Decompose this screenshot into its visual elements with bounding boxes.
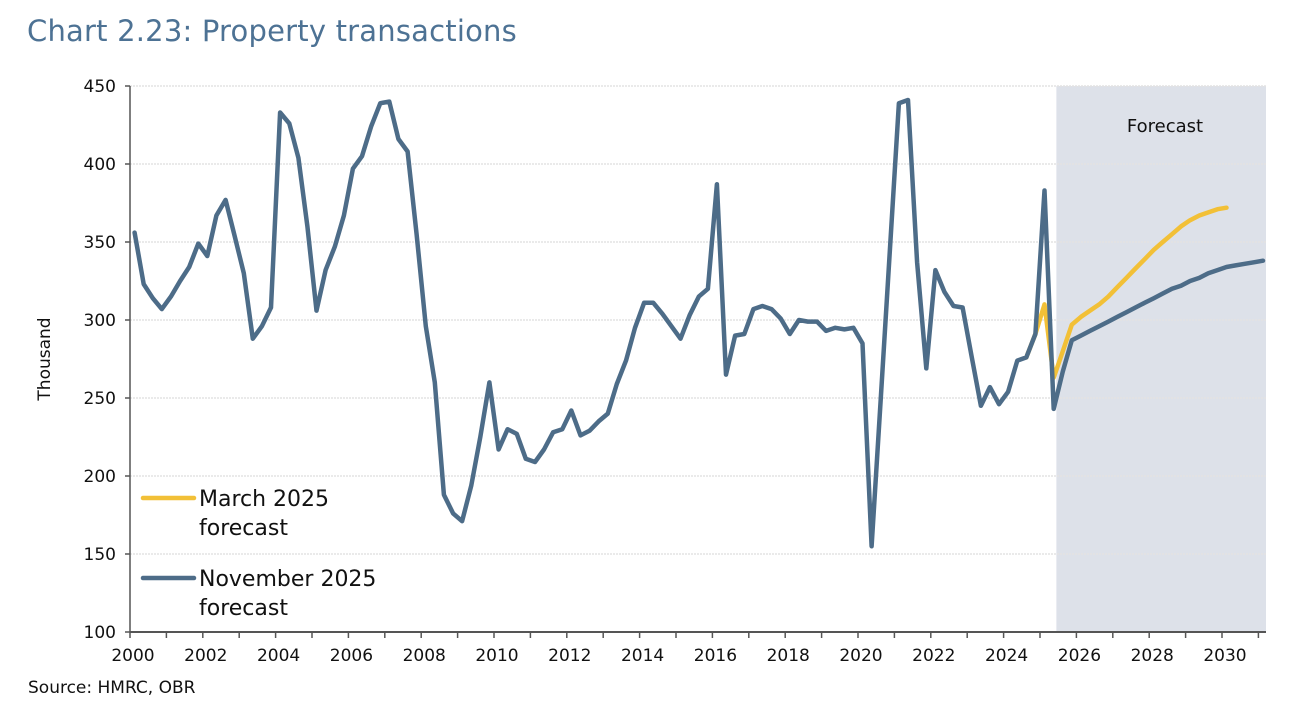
x-tick-label: 2006 <box>330 646 373 666</box>
x-tick-label: 2030 <box>1203 646 1246 666</box>
x-tick-label: 2000 <box>111 646 154 666</box>
forecast-shaded-region <box>1056 86 1266 632</box>
legend-label: November 2025 <box>199 567 376 592</box>
y-tick-label: 400 <box>84 155 116 175</box>
legend-label: forecast <box>199 516 288 541</box>
y-tick-label: 300 <box>84 311 116 331</box>
x-tick-label: 2010 <box>475 646 518 666</box>
source-note: Source: HMRC, OBR <box>28 678 196 698</box>
y-tick-label: 150 <box>84 545 116 565</box>
x-tick-label: 2026 <box>1058 646 1101 666</box>
x-tick-label: 2020 <box>839 646 882 666</box>
legend-label: March 2025 <box>199 487 329 512</box>
x-tick-label: 2028 <box>1131 646 1174 666</box>
y-axis-label: Thousand <box>35 317 55 401</box>
x-tick-label: 2004 <box>257 646 300 666</box>
legend-label: forecast <box>199 596 288 621</box>
x-tick-label: 2024 <box>985 646 1028 666</box>
x-tick-label: 2018 <box>767 646 810 666</box>
y-tick-label: 350 <box>84 233 116 253</box>
x-tick-label: 2016 <box>694 646 737 666</box>
x-tick-label: 2022 <box>912 646 955 666</box>
x-tick-label: 2014 <box>621 646 664 666</box>
y-tick-label: 250 <box>84 389 116 409</box>
x-tick-label: 2012 <box>548 646 591 666</box>
y-tick-label: 100 <box>84 623 116 643</box>
x-tick-label: 2002 <box>184 646 227 666</box>
chart-title: Chart 2.23: Property transactions <box>27 14 517 48</box>
forecast-region-label: Forecast <box>1127 116 1203 137</box>
y-tick-label: 450 <box>84 77 116 97</box>
x-tick-label: 2008 <box>403 646 446 666</box>
y-tick-label: 200 <box>84 467 116 487</box>
